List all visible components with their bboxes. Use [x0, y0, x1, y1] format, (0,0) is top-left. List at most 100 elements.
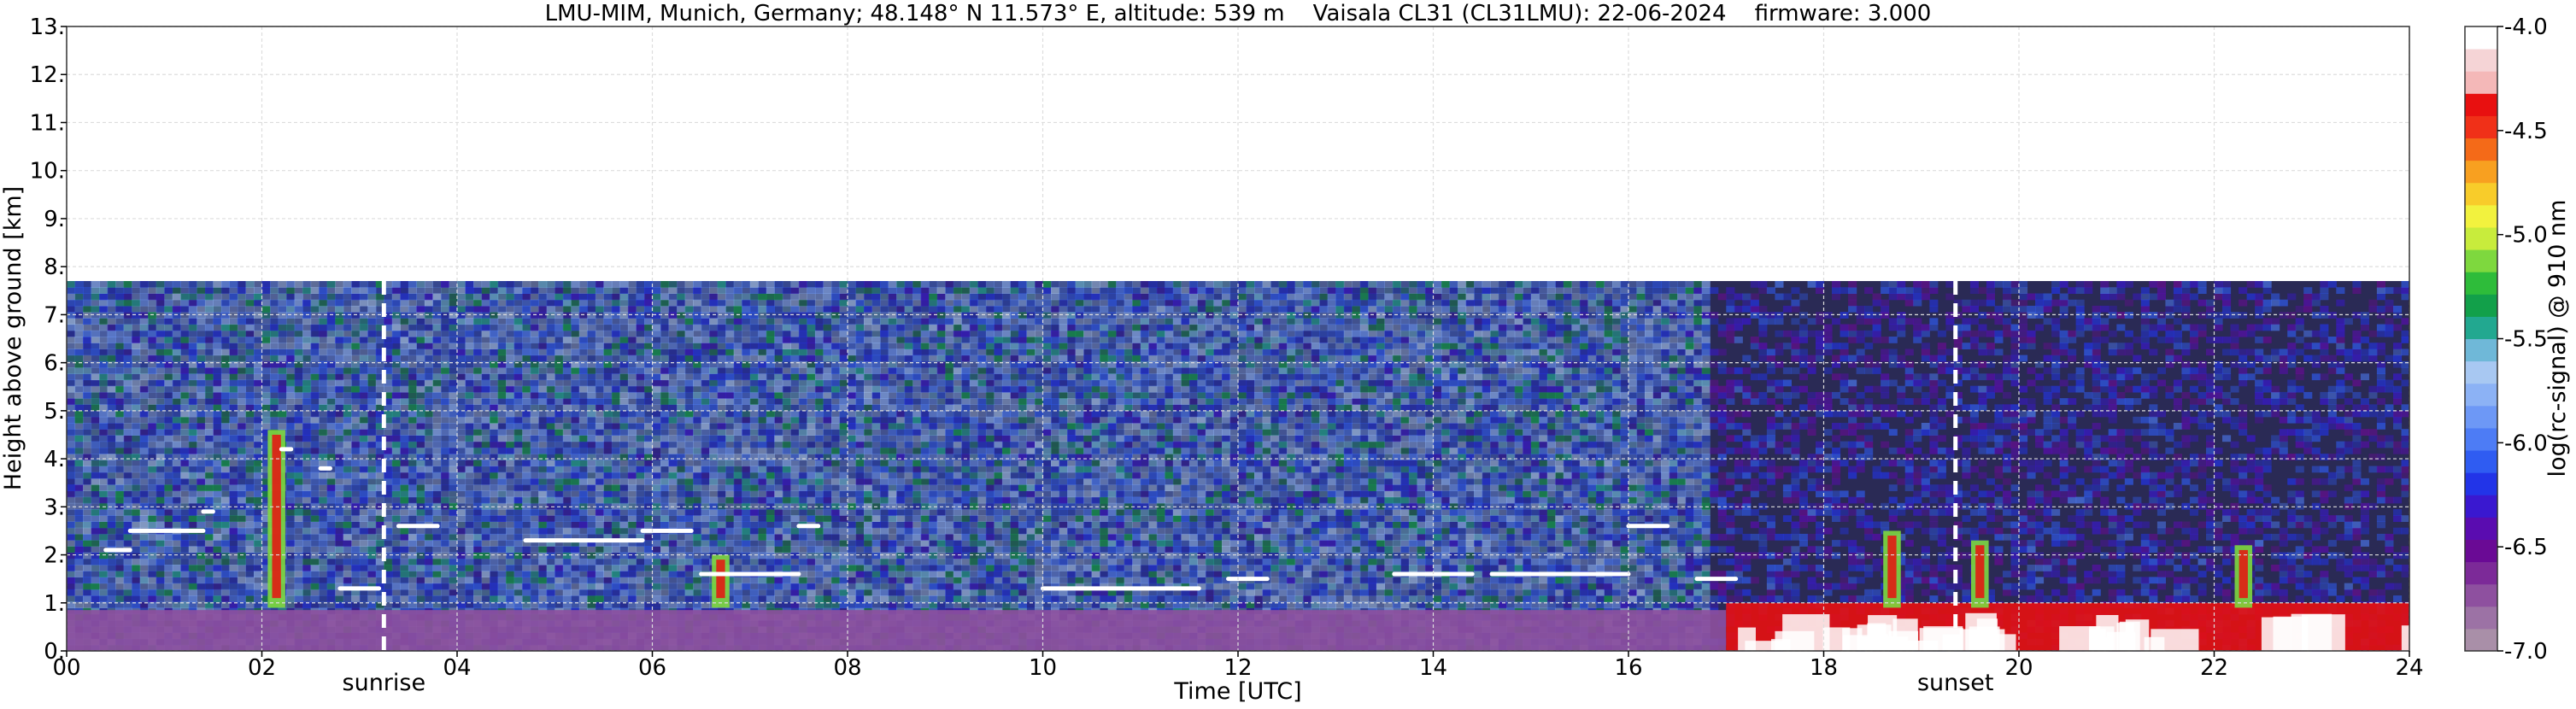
- signal-cell: [99, 281, 109, 288]
- signal-cell: [481, 466, 490, 473]
- signal-cell: [107, 565, 116, 571]
- signal-cell: [627, 466, 637, 473]
- signal-cell: [481, 571, 490, 577]
- signal-cell: [107, 287, 116, 294]
- signal-cell: [245, 571, 255, 577]
- signal-cell: [204, 385, 214, 393]
- signal-cell: [326, 583, 336, 590]
- signal-cell: [83, 601, 92, 609]
- signal-cell: [213, 540, 222, 547]
- signal-cell: [132, 324, 141, 331]
- signal-cell: [644, 373, 654, 381]
- signal-cell: [562, 312, 572, 319]
- signal-cell: [717, 343, 726, 349]
- signal-cell: [155, 447, 165, 454]
- signal-cell: [562, 423, 572, 430]
- signal-cell: [148, 565, 157, 571]
- signal-cell: [652, 466, 661, 473]
- signal-cell: [538, 324, 548, 331]
- signal-cell: [245, 460, 255, 467]
- signal-cell: [326, 354, 336, 362]
- signal-cell: [538, 589, 548, 596]
- signal-cell: [91, 337, 100, 343]
- signal-cell: [400, 435, 409, 442]
- signal-cell: [245, 337, 255, 343]
- signal-cell: [294, 330, 303, 337]
- signal-cell: [538, 552, 548, 560]
- signal-cell: [530, 496, 539, 504]
- signal-cell: [432, 281, 442, 288]
- signal-cell: [611, 343, 620, 349]
- signal-cell: [99, 354, 109, 362]
- signal-cell: [67, 565, 76, 571]
- signal-cell: [513, 410, 523, 418]
- signal-cell: [67, 447, 76, 454]
- signal-cell: [326, 410, 336, 418]
- signal-cell: [522, 527, 531, 535]
- signal-cell: [294, 502, 303, 510]
- signal-cell: [400, 466, 409, 473]
- signal-cell: [636, 337, 645, 343]
- signal-cell: [351, 416, 361, 424]
- signal-cell: [326, 502, 336, 510]
- signal-cell: [513, 565, 523, 571]
- signal-cell: [424, 423, 433, 430]
- signal-cell: [701, 416, 710, 424]
- signal-cell: [351, 349, 361, 356]
- signal-cell: [660, 447, 670, 454]
- signal-cell: [326, 589, 336, 596]
- signal-cell: [522, 349, 531, 356]
- signal-cell: [237, 287, 246, 294]
- signal-cell: [416, 379, 425, 387]
- signal-cell: [490, 305, 499, 313]
- signal-cell: [725, 490, 735, 498]
- signal-cell: [391, 441, 401, 448]
- signal-cell: [457, 502, 466, 510]
- signal-cell: [261, 466, 271, 473]
- signal-cell: [180, 379, 190, 387]
- signal-cell: [164, 373, 173, 381]
- signal-cell: [172, 589, 181, 596]
- signal-cell: [506, 601, 515, 609]
- signal-cell: [627, 496, 637, 504]
- signal-cell: [473, 423, 483, 430]
- signal-cell: [115, 312, 125, 319]
- signal-cell: [578, 577, 588, 584]
- signal-cell: [408, 379, 417, 387]
- signal-cell: [668, 460, 678, 467]
- signal-cell: [627, 441, 637, 448]
- signal-cell: [497, 410, 507, 418]
- signal-cell: [204, 484, 214, 491]
- signal-cell: [587, 533, 596, 541]
- signal-cell: [513, 337, 523, 343]
- signal-cell: [603, 398, 613, 405]
- signal-cell: [384, 552, 393, 560]
- signal-cell: [709, 305, 719, 313]
- signal-cell: [335, 454, 344, 460]
- signal-cell: [384, 287, 393, 294]
- signal-cell: [595, 454, 604, 460]
- signal-cell: [441, 509, 450, 516]
- signal-cell: [652, 565, 661, 571]
- signal-cell: [115, 521, 125, 529]
- signal-cell: [562, 343, 572, 349]
- signal-cell: [188, 571, 197, 577]
- signal-cell: [188, 454, 197, 460]
- signal-cell: [660, 595, 670, 602]
- signal-cell: [481, 484, 490, 491]
- signal-cell: [717, 337, 726, 343]
- signal-cell: [359, 496, 368, 504]
- signal-cell: [733, 398, 742, 405]
- signal-cell: [546, 583, 555, 590]
- signal-cell: [587, 379, 596, 387]
- signal-cell: [725, 398, 735, 405]
- signal-cell: [67, 466, 76, 473]
- signal-cell: [408, 460, 417, 467]
- signal-cell: [636, 324, 645, 331]
- signal-cell: [132, 416, 141, 424]
- signal-cell: [555, 337, 564, 343]
- signal-cell: [555, 601, 564, 609]
- signal-cell: [286, 546, 296, 554]
- signal-cell: [99, 367, 109, 374]
- signal-cell: [400, 478, 409, 485]
